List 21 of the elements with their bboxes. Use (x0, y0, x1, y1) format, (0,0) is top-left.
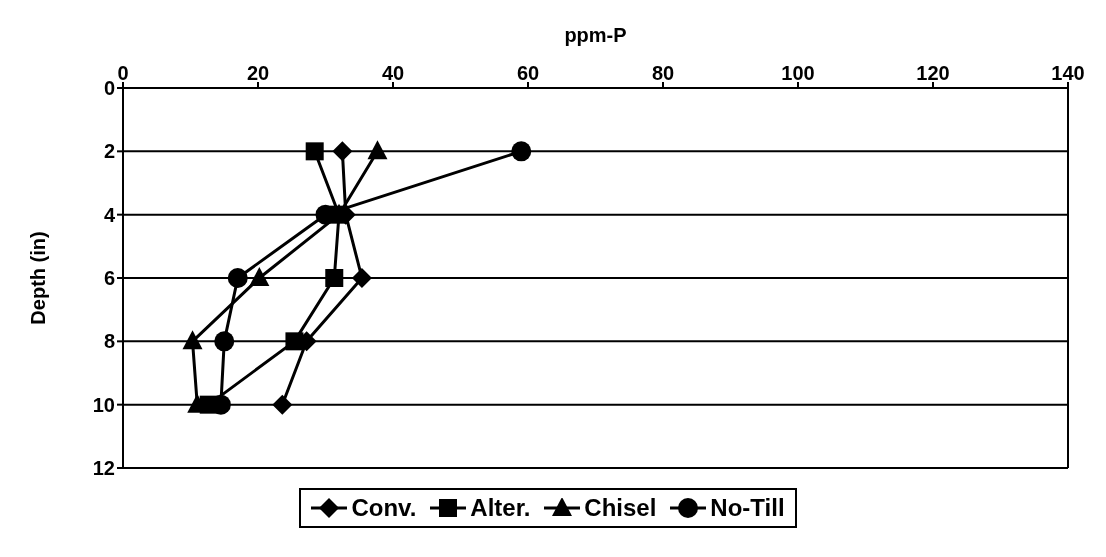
y-tick-label: 0 (103, 77, 115, 100)
y-tick-label: 8 (103, 330, 115, 353)
x-tick-label: 60 (516, 62, 540, 84)
x-tick-label: 20 (246, 62, 270, 84)
y-tick-label: 6 (103, 267, 115, 290)
y-tick-label: 4 (103, 203, 116, 226)
y-axis-title: Depth (in) (27, 231, 50, 325)
y-tick-label: 10 (92, 393, 115, 416)
x-tick-label: 0 (117, 62, 129, 84)
y-tick-label: 2 (103, 140, 115, 163)
x-tick-label: 80 (651, 62, 675, 84)
x-axis-title: ppm-P (564, 24, 627, 47)
legend-label: Conv. (351, 494, 417, 522)
x-tick-label: 140 (1051, 62, 1085, 84)
x-tick-label: 40 (381, 62, 405, 84)
x-tick-label: 100 (781, 62, 815, 84)
legend-label: Chisel (584, 494, 657, 522)
legend-label: No-Till (710, 494, 785, 522)
x-tick-label: 120 (916, 62, 950, 84)
y-tick-label: 12 (92, 457, 115, 480)
legend-label: Alter. (470, 494, 531, 522)
